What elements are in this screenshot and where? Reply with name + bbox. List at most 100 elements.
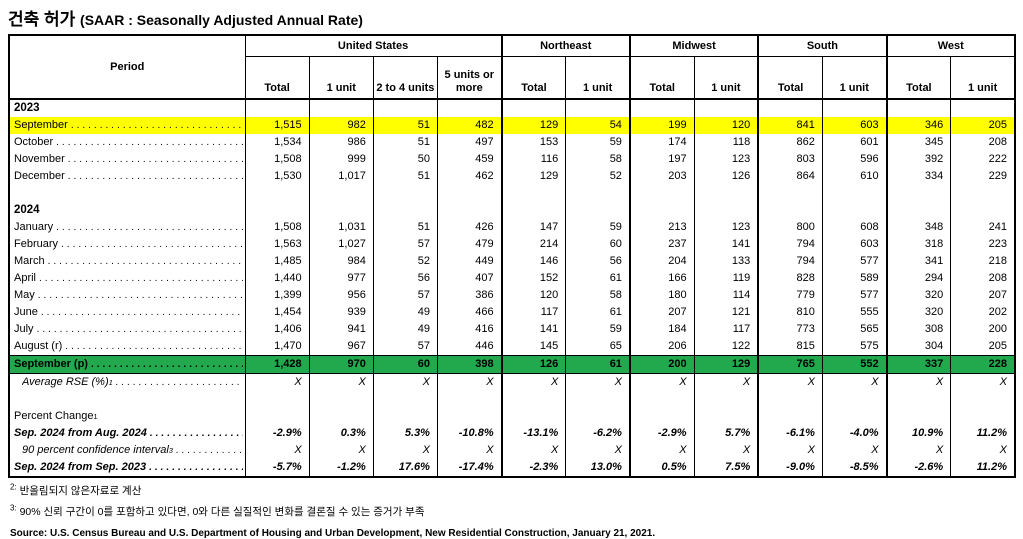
- cell-value: 141: [693, 236, 759, 253]
- dot-leader: ........................................…: [115, 377, 243, 388]
- cell-value: 58: [565, 151, 630, 168]
- table-row-percent-change: Percent Change 1: [9, 408, 1015, 425]
- cell-value: 552: [821, 355, 887, 374]
- cell-value: 398: [436, 355, 502, 374]
- cell-value: 200: [628, 355, 695, 374]
- table-row-march: March...................................…: [9, 253, 1015, 270]
- cell-value: 56: [565, 253, 630, 270]
- cell-value: 1,440: [244, 270, 310, 287]
- cell-value: X: [885, 373, 951, 391]
- cell-value: [693, 408, 759, 425]
- cell-value: 577: [821, 287, 887, 304]
- cell-value: 61: [565, 270, 630, 287]
- cell-value: 446: [436, 338, 502, 356]
- cell-value: 815: [757, 338, 823, 356]
- cell-value: 218: [950, 253, 1015, 270]
- cell-value: [885, 99, 951, 117]
- title-subtitle: (SAAR : Seasonally Adjusted Annual Rate): [80, 12, 363, 28]
- cell-value: [950, 202, 1015, 219]
- cell-value: 237: [628, 236, 695, 253]
- row-label: July....................................…: [9, 321, 245, 338]
- cell-value: 1,508: [244, 151, 310, 168]
- cell-value: 603: [821, 236, 887, 253]
- cell-value: 1,031: [308, 219, 374, 236]
- table-row-may: May.....................................…: [9, 287, 1015, 304]
- cell-value: [693, 99, 759, 117]
- cell-value: X: [950, 373, 1015, 391]
- title-korean: 건축 허가: [8, 10, 76, 29]
- table-header: Period United States Northeast Midwest South…: [9, 34, 1016, 100]
- cell-value: [436, 408, 502, 425]
- cell-value: 304: [885, 338, 951, 356]
- cell-value: X: [821, 373, 887, 391]
- cell-value: 941: [308, 321, 374, 338]
- cell-value: 116: [500, 151, 566, 168]
- cell-value: 803: [757, 151, 823, 168]
- cell-value: 122: [693, 338, 759, 356]
- column-header: 1 unit: [821, 56, 887, 100]
- cell-value: 0.3%: [308, 425, 374, 442]
- cell-value: 337: [885, 355, 951, 374]
- table-row-sep-2024-from-sep-2023: Sep. 2024 from Sep. 2023................…: [9, 459, 1015, 477]
- cell-value: 199: [628, 117, 695, 134]
- group-header-northeast: Northeast: [500, 34, 631, 57]
- cell-value: 141: [500, 321, 566, 338]
- cell-value: [436, 185, 502, 202]
- cell-value: 603: [821, 117, 887, 134]
- cell-value: 119: [693, 270, 759, 287]
- cell-value: 462: [436, 168, 502, 185]
- cell-value: 10.9%: [885, 425, 951, 442]
- cell-value: 1,399: [244, 287, 310, 304]
- column-header: Total: [628, 56, 695, 100]
- dot-leader: ........................................…: [67, 154, 243, 165]
- column-header: 1 unit: [950, 56, 1015, 100]
- cell-value: 123: [693, 219, 759, 236]
- group-header-united-states: United States: [244, 34, 503, 57]
- cell-value: [244, 408, 310, 425]
- cell-value: 208: [950, 270, 1015, 287]
- cell-value: X: [500, 373, 566, 391]
- table-row-july: July....................................…: [9, 321, 1015, 338]
- cell-value: 565: [821, 321, 887, 338]
- cell-value: [628, 202, 695, 219]
- column-header: 5 units or more: [436, 56, 502, 100]
- cell-value: 601: [821, 134, 887, 151]
- cell-value: 197: [628, 151, 695, 168]
- cell-value: [244, 202, 310, 219]
- cell-value: 970: [308, 355, 374, 374]
- cell-value: 348: [885, 219, 951, 236]
- cell-value: 200: [950, 321, 1015, 338]
- cell-value: X: [885, 442, 951, 459]
- cell-value: 51: [372, 168, 438, 185]
- cell-value: 482: [436, 117, 502, 134]
- cell-value: [757, 99, 823, 117]
- table-row-june: June....................................…: [9, 304, 1015, 321]
- cell-value: X: [436, 442, 502, 459]
- dot-leader: ........................................…: [56, 222, 242, 233]
- footnotes: 2: 반올림되지 않은자료로 계산 3: 90% 신뢰 구간이 0를 포함하고 …: [10, 483, 1023, 539]
- footnote-2: 2: 반올림되지 않은자료로 계산: [10, 483, 1023, 498]
- cell-value: 1,027: [308, 236, 374, 253]
- dot-leader: ........................................…: [40, 307, 243, 318]
- table-row-average-rse-: Average RSE (%) 1.......................…: [9, 373, 1015, 391]
- cell-value: -17.4%: [436, 459, 502, 477]
- cell-value: X: [244, 373, 310, 391]
- column-header: Total: [885, 56, 951, 100]
- cell-value: 118: [693, 134, 759, 151]
- cell-value: [565, 391, 630, 408]
- cell-value: [436, 202, 502, 219]
- cell-value: 129: [500, 117, 566, 134]
- cell-value: [628, 391, 695, 408]
- row-label: March...................................…: [9, 253, 245, 270]
- cell-value: 208: [950, 134, 1015, 151]
- cell-value: 386: [436, 287, 502, 304]
- cell-value: 577: [821, 253, 887, 270]
- row-label: June....................................…: [14, 306, 243, 318]
- cell-value: 202: [950, 304, 1015, 321]
- cell-value: -8.5%: [821, 459, 887, 477]
- cell-value: 120: [693, 117, 759, 134]
- cell-value: 1,508: [244, 219, 310, 236]
- cell-value: 346: [885, 117, 951, 134]
- dot-leader: ........................................…: [56, 137, 242, 148]
- cell-value: X: [308, 373, 374, 391]
